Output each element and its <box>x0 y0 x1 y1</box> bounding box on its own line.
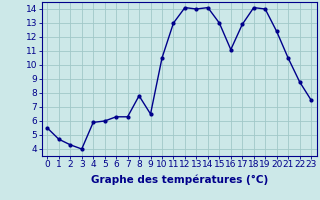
X-axis label: Graphe des températures (°C): Graphe des températures (°C) <box>91 175 268 185</box>
